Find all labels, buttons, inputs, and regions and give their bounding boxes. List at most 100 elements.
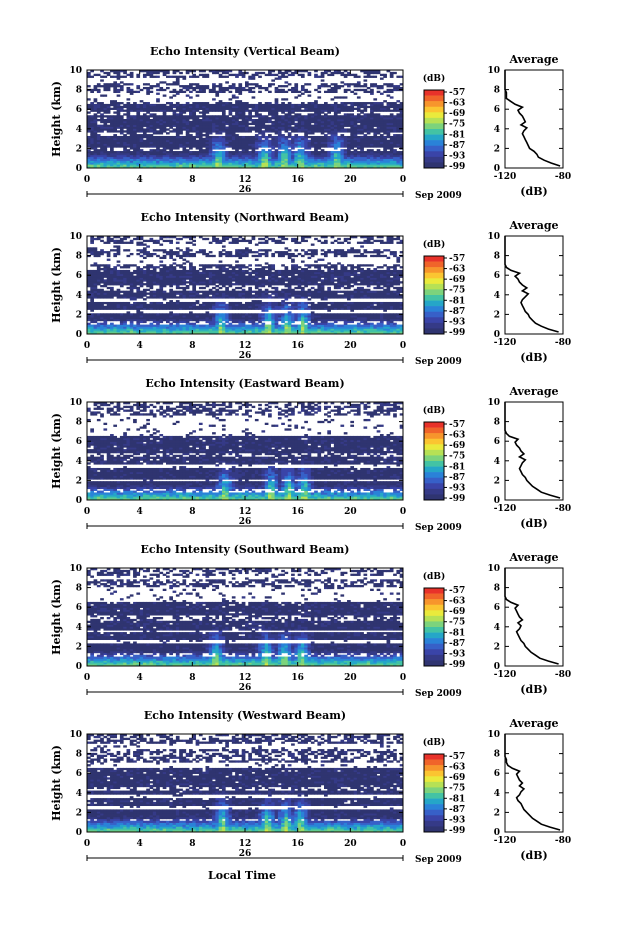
heatmap-cell [106, 239, 111, 243]
heatmap-cell [225, 128, 229, 131]
heatmap-cell [330, 105, 335, 109]
heatmap-cell [113, 332, 118, 335]
heatmap-cell [350, 137, 355, 141]
heatmap-cell [225, 164, 229, 167]
heatmap-cell [360, 154, 364, 158]
heatmap-cell [172, 296, 177, 299]
heatmap-cell [166, 283, 170, 286]
heatmap-cell [100, 126, 104, 129]
heatmap-cell [129, 318, 134, 322]
heatmap-cell [182, 262, 187, 265]
heatmap-cell [271, 115, 276, 118]
heatmap-cell [189, 70, 193, 73]
heatmap-cell [212, 237, 216, 241]
heatmap-cell [179, 141, 183, 144]
heatmap-cell [264, 141, 269, 144]
heatmap-cell [205, 122, 210, 126]
heatmap-cell [113, 120, 118, 124]
heatmap-cell [330, 132, 335, 135]
heatmap-cell [208, 328, 213, 331]
heatmap-cell [100, 154, 104, 158]
heatmap-cell [100, 105, 104, 109]
heatmap-cell [126, 266, 131, 269]
heatmap-cell [353, 85, 358, 88]
heatmap-cell [202, 301, 206, 305]
heatmap-cell [90, 296, 94, 299]
heatmap-cell [96, 303, 101, 307]
heatmap-cell [333, 137, 338, 141]
heatmap-cell [370, 120, 374, 124]
heatmap-cell [185, 254, 190, 258]
heatmap-cell [277, 71, 282, 75]
heatmap-cell [231, 154, 236, 158]
heatmap-cell [123, 162, 127, 165]
heatmap-cell [139, 154, 144, 158]
heatmap-cell [383, 135, 387, 139]
heatmap-cell [268, 166, 272, 169]
heatmap-cell [179, 281, 183, 284]
heatmap-cell [185, 332, 190, 335]
heatmap-cell [156, 254, 160, 258]
heatmap-cell [198, 251, 203, 254]
heatmap-cell [152, 273, 157, 276]
heatmap-cell [198, 119, 203, 122]
heatmap-cell [93, 313, 98, 316]
heatmap-cell [189, 279, 193, 282]
heatmap-cell [169, 249, 173, 252]
heatmap-cell [119, 164, 124, 167]
heatmap-cell [198, 307, 203, 310]
heatmap-cell [169, 254, 173, 258]
heatmap-cell [350, 115, 355, 118]
heatmap-cell [87, 283, 91, 286]
heatmap-cell [90, 90, 94, 94]
heatmap-cell [393, 85, 397, 88]
heatmap-cell [156, 152, 160, 156]
heatmap-cell [106, 294, 111, 297]
heatmap-cell [235, 156, 239, 159]
heatmap-cell [277, 152, 282, 156]
heatmap-cell [189, 326, 193, 329]
heatmap-cell [149, 330, 154, 333]
heatmap-cell [297, 166, 302, 169]
heatmap-cell [245, 126, 249, 129]
heatmap-cell [172, 166, 177, 169]
heatmap-cell [182, 105, 187, 109]
heatmap-cell [189, 85, 193, 88]
heatmap-cell [136, 145, 141, 148]
heatmap-cell [314, 115, 318, 118]
heatmap-cell [123, 130, 127, 133]
heatmap-cell [133, 109, 137, 112]
heatmap-cell [370, 71, 374, 75]
heatmap-cell [103, 152, 108, 156]
heatmap-cell [231, 120, 236, 124]
heatmap-cell [93, 264, 98, 267]
heatmap-cell [343, 162, 348, 165]
heatmap-cell [202, 126, 206, 129]
heatmap-cell [386, 128, 391, 131]
heatmap-cell [166, 315, 170, 318]
heatmap-cell [169, 288, 173, 292]
heatmap-cell [116, 164, 121, 167]
heatmap-cell [261, 151, 266, 154]
heatmap-cell [129, 275, 134, 278]
heatmap-cell [156, 277, 160, 280]
heatmap-cell [172, 324, 177, 327]
heatmap-cell [179, 143, 183, 146]
heatmap-cell [139, 134, 144, 137]
heatmap-cell [353, 115, 358, 118]
heatmap-cell [277, 135, 282, 139]
heatmap-cell [304, 128, 308, 131]
heatmap-cell [221, 102, 226, 105]
heatmap-cell [189, 160, 193, 163]
heatmap-cell [166, 275, 170, 278]
heatmap-cell [129, 139, 134, 143]
heatmap-cell [245, 130, 249, 133]
heatmap-cell [393, 143, 397, 146]
heatmap-cell [251, 154, 256, 158]
heatmap-cell [399, 135, 404, 139]
heatmap-cell [383, 105, 387, 109]
heatmap-cell [304, 143, 308, 146]
heatmap-cell [126, 141, 131, 144]
heatmap-cell [274, 105, 279, 109]
colorbar-label: -93 [449, 151, 465, 161]
